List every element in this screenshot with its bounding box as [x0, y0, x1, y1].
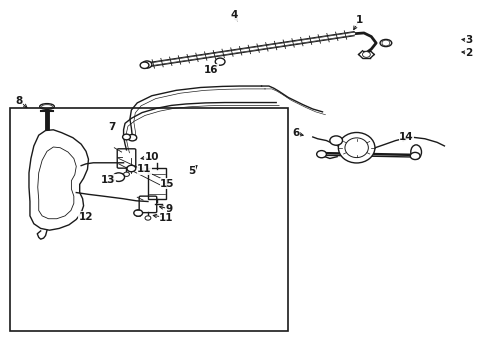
Text: 7: 7	[108, 122, 115, 132]
Circle shape	[329, 136, 342, 145]
Circle shape	[113, 173, 124, 181]
Text: 12: 12	[79, 212, 93, 221]
Circle shape	[362, 51, 369, 57]
Circle shape	[122, 134, 130, 140]
Circle shape	[145, 216, 151, 220]
Text: 13: 13	[101, 175, 115, 185]
Text: 8: 8	[16, 96, 23, 106]
Circle shape	[134, 210, 142, 216]
Circle shape	[316, 150, 326, 158]
Circle shape	[123, 172, 129, 176]
Ellipse shape	[344, 138, 367, 158]
Circle shape	[409, 152, 419, 159]
Circle shape	[142, 61, 152, 68]
Text: 11: 11	[159, 213, 173, 222]
Ellipse shape	[379, 40, 391, 46]
Ellipse shape	[40, 104, 54, 109]
Text: 4: 4	[230, 10, 237, 20]
Text: 1: 1	[355, 15, 362, 26]
Circle shape	[381, 40, 389, 46]
Text: 14: 14	[398, 132, 413, 142]
Text: 6: 6	[291, 129, 299, 138]
Text: 3: 3	[464, 35, 471, 45]
Text: 11: 11	[137, 164, 151, 174]
Circle shape	[215, 58, 224, 65]
Ellipse shape	[41, 105, 52, 108]
Text: 2: 2	[464, 48, 471, 58]
Circle shape	[140, 62, 149, 68]
Ellipse shape	[410, 145, 421, 159]
Text: 5: 5	[188, 166, 195, 176]
Text: 9: 9	[165, 204, 172, 214]
Circle shape	[128, 134, 137, 141]
Circle shape	[127, 165, 136, 172]
Text: 16: 16	[203, 64, 218, 75]
Ellipse shape	[338, 132, 374, 163]
Text: 10: 10	[144, 152, 159, 162]
Text: 15: 15	[160, 179, 174, 189]
